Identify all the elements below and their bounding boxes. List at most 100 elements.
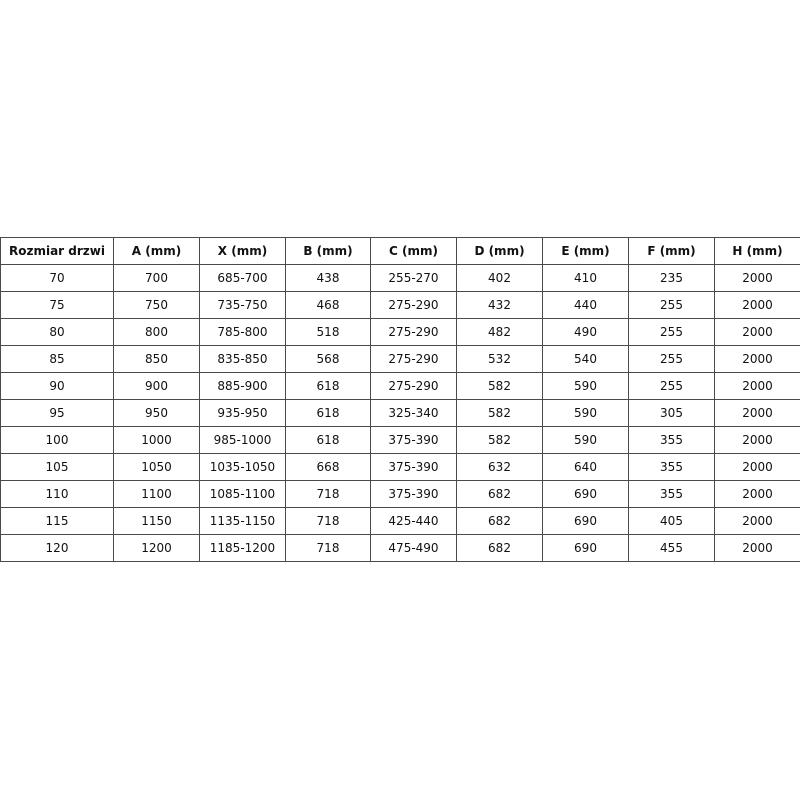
table-cell: 785-800 (199, 318, 286, 346)
table-cell: 2000 (714, 426, 800, 454)
table-row: 120 1200 1185-1200 718 475-490 682 690 455 2000 (0, 534, 800, 562)
table-cell: 235 (628, 264, 715, 292)
table-cell: 375-390 (370, 426, 457, 454)
table-cell: 618 (285, 426, 371, 454)
table-cell: 682 (456, 534, 543, 562)
table-cell: 718 (285, 534, 371, 562)
table-cell: 255 (628, 345, 715, 373)
table-cell: 750 (113, 291, 200, 319)
table-cell: 110 (0, 480, 114, 508)
table-cell: 690 (542, 534, 629, 562)
table-cell: 850 (113, 345, 200, 373)
table-row: 85 850 835-850 568 275-290 532 540 255 2000 (0, 345, 800, 373)
table-cell: 2000 (714, 399, 800, 427)
table-cell: 255 (628, 291, 715, 319)
column-header: B (mm) (285, 237, 371, 265)
table-cell: 2000 (714, 372, 800, 400)
table-cell: 2000 (714, 291, 800, 319)
table-cell: 590 (542, 426, 629, 454)
table-cell: 532 (456, 345, 543, 373)
table-cell: 105 (0, 453, 114, 481)
table-cell: 685-700 (199, 264, 286, 292)
table-cell: 425-440 (370, 507, 457, 535)
table-cell: 355 (628, 480, 715, 508)
table-cell: 375-390 (370, 480, 457, 508)
table-cell: 402 (456, 264, 543, 292)
table-cell: 690 (542, 480, 629, 508)
table-cell: 255 (628, 372, 715, 400)
table-cell: 2000 (714, 480, 800, 508)
table-cell: 1035-1050 (199, 453, 286, 481)
table-cell: 518 (285, 318, 371, 346)
table-cell: 618 (285, 399, 371, 427)
table-row: 70 700 685-700 438 255-270 402 410 235 2000 (0, 264, 800, 292)
table-cell: 275-290 (370, 318, 457, 346)
table-cell: 682 (456, 507, 543, 535)
table-cell: 540 (542, 345, 629, 373)
table-row: 105 1050 1035-1050 668 375-390 632 640 355 2000 (0, 453, 800, 481)
table-cell: 255-270 (370, 264, 457, 292)
header-row: Rozmiar drzwi A (mm) X (mm) B (mm) C (mm) D (… (0, 237, 800, 265)
table-cell: 375-390 (370, 453, 457, 481)
dimensions-table: Rozmiar drzwi A (mm) X (mm) B (mm) C (mm) D (… (0, 237, 800, 562)
table-cell: 1000 (113, 426, 200, 454)
table-cell: 1050 (113, 453, 200, 481)
table-cell: 2000 (714, 345, 800, 373)
column-header: A (mm) (113, 237, 200, 265)
table-cell: 835-850 (199, 345, 286, 373)
column-header: D (mm) (456, 237, 543, 265)
table-cell: 568 (285, 345, 371, 373)
table-cell: 632 (456, 453, 543, 481)
table-cell: 618 (285, 372, 371, 400)
table-cell: 718 (285, 480, 371, 508)
table-cell: 718 (285, 507, 371, 535)
table-cell: 2000 (714, 453, 800, 481)
table-cell: 2000 (714, 318, 800, 346)
table-cell: 935-950 (199, 399, 286, 427)
table-cell: 640 (542, 453, 629, 481)
table-cell: 455 (628, 534, 715, 562)
table-cell: 668 (285, 453, 371, 481)
column-header: X (mm) (199, 237, 286, 265)
table-cell: 405 (628, 507, 715, 535)
table-row: 110 1100 1085-1100 718 375-390 682 690 355 2000 (0, 480, 800, 508)
table-cell: 690 (542, 507, 629, 535)
table-cell: 355 (628, 426, 715, 454)
table-cell: 1135-1150 (199, 507, 286, 535)
table-cell: 582 (456, 399, 543, 427)
table-cell: 682 (456, 480, 543, 508)
table-cell: 440 (542, 291, 629, 319)
table-cell: 100 (0, 426, 114, 454)
table-row: 115 1150 1135-1150 718 425-440 682 690 405 2000 (0, 507, 800, 535)
table-cell: 582 (456, 372, 543, 400)
table-cell: 90 (0, 372, 114, 400)
table-cell: 438 (285, 264, 371, 292)
table-cell: 305 (628, 399, 715, 427)
table-cell: 1200 (113, 534, 200, 562)
table-cell: 1085-1100 (199, 480, 286, 508)
table-row: 75 750 735-750 468 275-290 432 440 255 2000 (0, 291, 800, 319)
table-cell: 1185-1200 (199, 534, 286, 562)
table-cell: 582 (456, 426, 543, 454)
table-cell: 590 (542, 399, 629, 427)
table-cell: 275-290 (370, 345, 457, 373)
table-cell: 985-1000 (199, 426, 286, 454)
table-cell: 1100 (113, 480, 200, 508)
table-cell: 410 (542, 264, 629, 292)
table-cell: 2000 (714, 507, 800, 535)
table-cell: 275-290 (370, 291, 457, 319)
table-cell: 432 (456, 291, 543, 319)
table-cell: 885-900 (199, 372, 286, 400)
table-cell: 80 (0, 318, 114, 346)
table-cell: 355 (628, 453, 715, 481)
table-cell: 490 (542, 318, 629, 346)
column-header: Rozmiar drzwi (0, 237, 114, 265)
table-row: 80 800 785-800 518 275-290 482 490 255 2000 (0, 318, 800, 346)
table-cell: 95 (0, 399, 114, 427)
table-cell: 275-290 (370, 372, 457, 400)
table-header: Rozmiar drzwi A (mm) X (mm) B (mm) C (mm) D (… (0, 237, 800, 265)
table-cell: 700 (113, 264, 200, 292)
table-cell: 2000 (714, 534, 800, 562)
column-header: H (mm) (714, 237, 800, 265)
table-cell: 800 (113, 318, 200, 346)
